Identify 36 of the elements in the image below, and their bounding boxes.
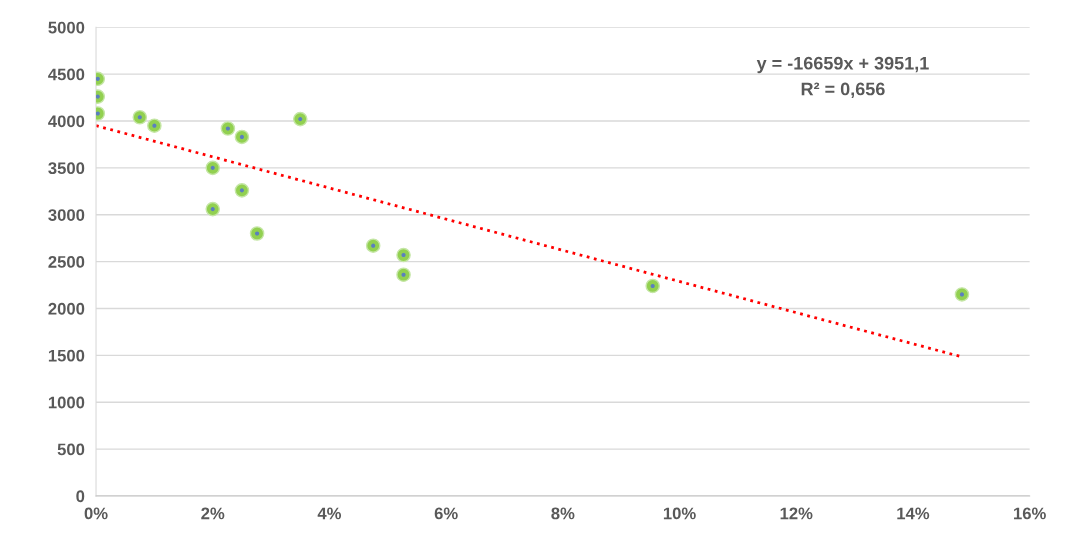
- y-tick-label: 3000: [48, 209, 85, 221]
- annotation: y = -16659x + 3951,1: [756, 56, 929, 74]
- point: [292, 111, 308, 127]
- y-tick-label: 5000: [48, 21, 85, 34]
- x-tick-label: 14%: [897, 507, 930, 520]
- x-tick-label: 16%: [1014, 507, 1046, 520]
- point: [132, 109, 148, 125]
- point: [645, 278, 660, 294]
- x-tick-label: 8%: [551, 507, 575, 520]
- point: [147, 118, 162, 133]
- y-tick-label: 3500: [48, 162, 85, 175]
- x-tick-label: 12%: [780, 507, 813, 520]
- y-tick-label: 500: [57, 443, 85, 456]
- point: [234, 129, 250, 145]
- point: [234, 183, 250, 198]
- point: [205, 201, 221, 217]
- point: [396, 247, 411, 263]
- point: [365, 238, 381, 253]
- x-tick-label: 0%: [84, 507, 108, 520]
- y-tick-label: 4500: [48, 68, 85, 81]
- y-tick-label: 2500: [48, 256, 85, 268]
- y-tick-label: 1000: [48, 396, 85, 409]
- point: [396, 267, 411, 283]
- y-tick-label: 2000: [48, 302, 85, 315]
- y-tick-label: 0: [76, 490, 85, 503]
- annotation: R² = 0,656: [801, 82, 885, 98]
- point: [954, 287, 970, 302]
- point: [220, 121, 236, 136]
- x-tick-label: 4%: [317, 507, 342, 520]
- x-tick-label: 10%: [663, 507, 696, 520]
- x-tick-label: 6%: [434, 507, 458, 520]
- x-tick-label: 2%: [201, 507, 225, 520]
- point: [249, 226, 265, 241]
- y-tick-label: 1500: [48, 349, 85, 362]
- point: [205, 160, 221, 176]
- y-tick-label: 4000: [48, 115, 85, 128]
